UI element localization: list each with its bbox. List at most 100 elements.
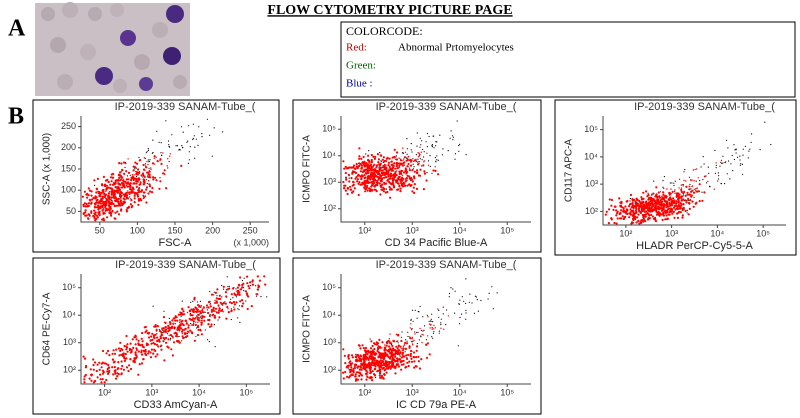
- event-dot: [126, 343, 128, 345]
- event-dot: [386, 342, 388, 344]
- event-dot: [384, 374, 386, 376]
- event-dot: [156, 344, 158, 346]
- event-dot: [374, 156, 376, 158]
- event-dot: [176, 320, 178, 322]
- event-dot: [358, 147, 360, 149]
- event-dot: [692, 185, 693, 186]
- event-dot: [111, 180, 113, 182]
- event-dot: [112, 373, 114, 375]
- event-dot: [386, 345, 388, 347]
- event-dot: [144, 331, 146, 333]
- event-dot: [401, 348, 402, 349]
- event-dot: [360, 176, 362, 178]
- event-dot: [407, 175, 409, 177]
- event-dot: [210, 305, 212, 307]
- event-dot: [429, 321, 430, 322]
- event-dot: [452, 135, 453, 136]
- event-dot: [680, 198, 681, 199]
- event-dot: [127, 370, 129, 372]
- event-dot: [105, 363, 107, 365]
- event-dot: [405, 348, 407, 350]
- scatter-plot: IP-2019-339 SANAM-Tube_(10²10³10⁴10⁵10²1…: [293, 258, 541, 414]
- event-dot: [392, 354, 393, 355]
- event-dot: [699, 200, 701, 202]
- event-dot: [224, 301, 225, 302]
- event-dot: [384, 160, 386, 162]
- event-dot: [641, 209, 643, 211]
- event-dot: [634, 217, 636, 219]
- event-dot: [193, 298, 195, 300]
- event-dot: [175, 327, 176, 328]
- event-dot: [186, 322, 187, 323]
- event-dot: [703, 156, 704, 157]
- event-dot: [239, 305, 240, 306]
- event-dot: [345, 190, 347, 192]
- event-dot: [94, 197, 96, 199]
- event-dot: [171, 134, 172, 135]
- event-dot: [116, 211, 118, 213]
- event-dot: [449, 293, 450, 294]
- event-dot: [721, 160, 722, 161]
- event-dot: [144, 157, 145, 158]
- event-dot: [357, 183, 359, 185]
- event-dot: [465, 278, 466, 279]
- event-dot: [642, 201, 644, 203]
- event-dot: [402, 353, 403, 354]
- event-dot: [675, 181, 676, 182]
- event-dot: [389, 177, 391, 179]
- event-dot: [105, 379, 107, 381]
- event-dot: [154, 163, 155, 164]
- event-dot: [195, 321, 196, 322]
- event-dot: [139, 187, 140, 188]
- event-dot: [93, 179, 95, 181]
- event-dot: [417, 343, 418, 344]
- event-dot: [233, 301, 235, 303]
- event-dot: [397, 167, 399, 169]
- event-dot: [187, 327, 189, 329]
- event-dot: [369, 178, 371, 180]
- event-dot: [247, 295, 249, 297]
- event-dot: [186, 142, 187, 143]
- scatter-plot: IP-2019-339 SANAM-Tube_(10²10³10⁴10⁵10²1…: [555, 100, 796, 255]
- event-dot: [421, 330, 422, 331]
- event-dot: [169, 146, 170, 147]
- event-dot: [402, 160, 403, 161]
- event-dot: [689, 199, 691, 201]
- event-dot: [629, 200, 630, 201]
- event-dot: [416, 161, 417, 162]
- event-dot: [403, 346, 404, 347]
- event-dot: [459, 323, 460, 324]
- event-dot: [415, 159, 416, 160]
- event-dot: [435, 157, 436, 158]
- event-dot: [365, 351, 367, 353]
- event-dot: [345, 179, 347, 181]
- event-dot: [134, 183, 135, 184]
- event-dot: [701, 200, 703, 202]
- event-dot: [727, 147, 728, 148]
- event-dot: [714, 189, 715, 190]
- event-dot: [130, 351, 132, 353]
- event-dot: [390, 161, 391, 162]
- event-dot: [407, 163, 409, 165]
- event-dot: [376, 350, 378, 352]
- event-dot: [180, 165, 182, 167]
- x-tick-label: 10²: [358, 225, 371, 235]
- event-dot: [417, 318, 418, 319]
- event-dot: [156, 340, 158, 342]
- event-dot: [465, 312, 466, 313]
- event-dot: [401, 356, 403, 358]
- event-dot: [440, 328, 441, 329]
- event-dot: [418, 311, 419, 312]
- event-dot: [159, 177, 160, 178]
- event-dot: [701, 192, 702, 193]
- event-dot: [196, 307, 197, 308]
- event-dot: [685, 180, 686, 181]
- event-dot: [145, 196, 146, 197]
- event-dot: [194, 158, 195, 159]
- event-dot: [402, 182, 404, 184]
- event-dot: [119, 193, 120, 194]
- event-dot: [392, 182, 394, 184]
- event-dot: [138, 340, 140, 342]
- event-dot: [406, 165, 408, 167]
- event-dot: [137, 194, 139, 196]
